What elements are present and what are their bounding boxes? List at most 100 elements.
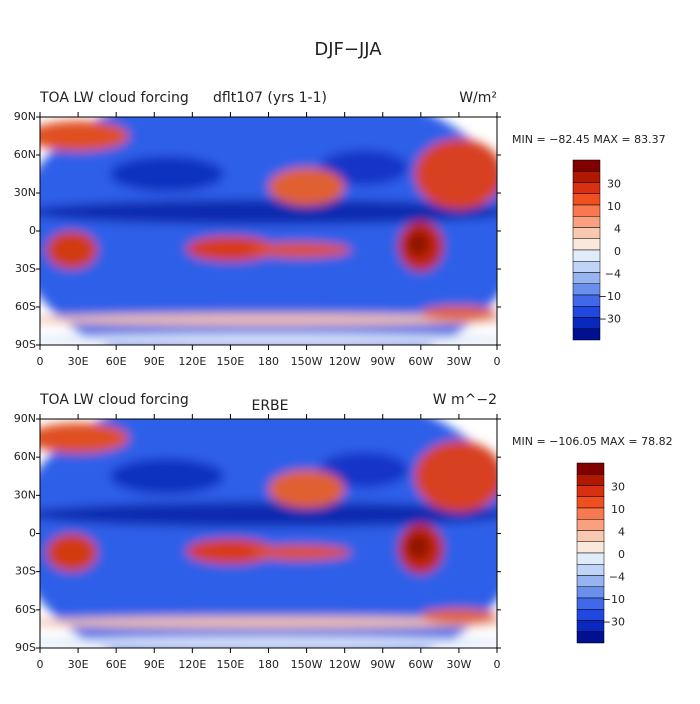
lat-label: 30S [15,262,36,275]
left-title: TOA LW cloud forcing [39,392,189,408]
left-title: TOA LW cloud forcing [39,90,189,106]
map-field [40,117,497,345]
lon-label: 150E [216,658,244,671]
center-title: dflt107 (yrs 1-1) [213,90,327,106]
lon-label: 0 [37,658,44,671]
map-shading [40,419,497,648]
units: W/m² [459,90,497,106]
field-patch [414,440,497,512]
lon-label: 90W [370,355,395,368]
field-patch [185,538,275,565]
lat-label: 30N [14,488,36,501]
colorbar-label: −30 [602,616,625,629]
field-patch [40,636,497,648]
colorbar-label: −10 [598,290,621,303]
colorbar-box [572,182,601,194]
colorbar-box [572,238,601,251]
lat-label: 60N [14,148,36,161]
lon-label: 120E [178,658,206,671]
lon-label: 60E [106,658,127,671]
field-patch [268,167,345,206]
colorbar-box [576,474,605,486]
colorbar-box [576,552,605,565]
lon-label: 60W [408,658,433,671]
field-patch [406,533,430,559]
colorbar-box [572,204,601,217]
colorbar-box [572,261,601,273]
lat-label: 30S [15,565,36,578]
field-patch [40,501,497,528]
colorbar-box [572,306,601,318]
colorbar-box [576,496,605,509]
lon-label: 120W [329,355,361,368]
figure-title: DJF−JJA [314,39,382,60]
lat-label: 90S [15,641,36,654]
colorbar-label: 4 [618,526,625,539]
colorbar-label: 10 [611,503,625,516]
lon-label: 60W [408,355,433,368]
colorbar-label: −4 [605,268,621,281]
colorbar-label: 4 [614,223,621,236]
lon-label: 30W [446,355,471,368]
field-patch [40,199,497,225]
colorbar-box [572,249,601,262]
colorbar-box [576,586,605,599]
field-patch [109,458,225,495]
colorbar-box [576,507,605,520]
field-patch [40,333,497,345]
colorbar-box [572,216,601,228]
field-patch [46,231,98,269]
field-patch [420,608,497,624]
colorbar-label: −10 [602,593,625,606]
lat-label: 90N [14,412,36,425]
colorbar-box [572,272,601,284]
lat-label: 60S [15,300,36,313]
lat-label: 90S [15,338,36,351]
stats: MIN = −106.05 MAX = 78.82 [512,435,673,448]
colorbar-label: 0 [618,548,625,561]
colorbar-box [572,328,601,341]
lon-label: 150W [291,658,323,671]
field-patch [185,236,275,262]
lat-label: 0 [29,527,36,540]
colorbar-box [572,193,601,206]
colorbar-box [572,159,601,172]
field-patch [40,120,129,152]
colorbar-box [576,609,605,621]
lat-label: 60N [14,450,36,463]
lon-label: 90E [144,658,165,671]
colorbar-box [576,620,605,632]
lon-label: 0 [494,355,501,368]
colorbar-box [576,597,605,610]
field-patch [109,156,225,192]
colorbar-box [576,631,605,644]
field-patch [268,469,345,509]
lon-label: 120W [329,658,361,671]
lon-label: 0 [37,355,44,368]
colorbar-box [576,485,605,497]
field-patch [249,242,352,258]
center-title: ERBE [251,398,288,414]
field-patch [319,452,409,488]
colorbar-label: 0 [614,245,621,258]
map-shading [40,117,497,345]
colorbar-box [572,294,601,307]
colorbar-box [572,171,601,183]
colorbar-box [572,283,601,296]
lat-label: 90N [14,110,36,123]
units: W m^−2 [433,392,497,408]
colorbar-label: 30 [611,481,625,494]
colorbar-box [576,519,605,531]
colorbar-box [572,227,601,239]
lat-label: 0 [29,224,36,237]
stats: MIN = −82.45 MAX = 83.37 [512,133,666,146]
lat-label: 30N [14,186,36,199]
lon-label: 150E [216,355,244,368]
lon-label: 180 [258,355,279,368]
field-patch [40,616,497,629]
field-patch [414,138,497,210]
lon-label: 60E [106,355,127,368]
lat-label: 60S [15,603,36,616]
lon-label: 30W [446,658,471,671]
